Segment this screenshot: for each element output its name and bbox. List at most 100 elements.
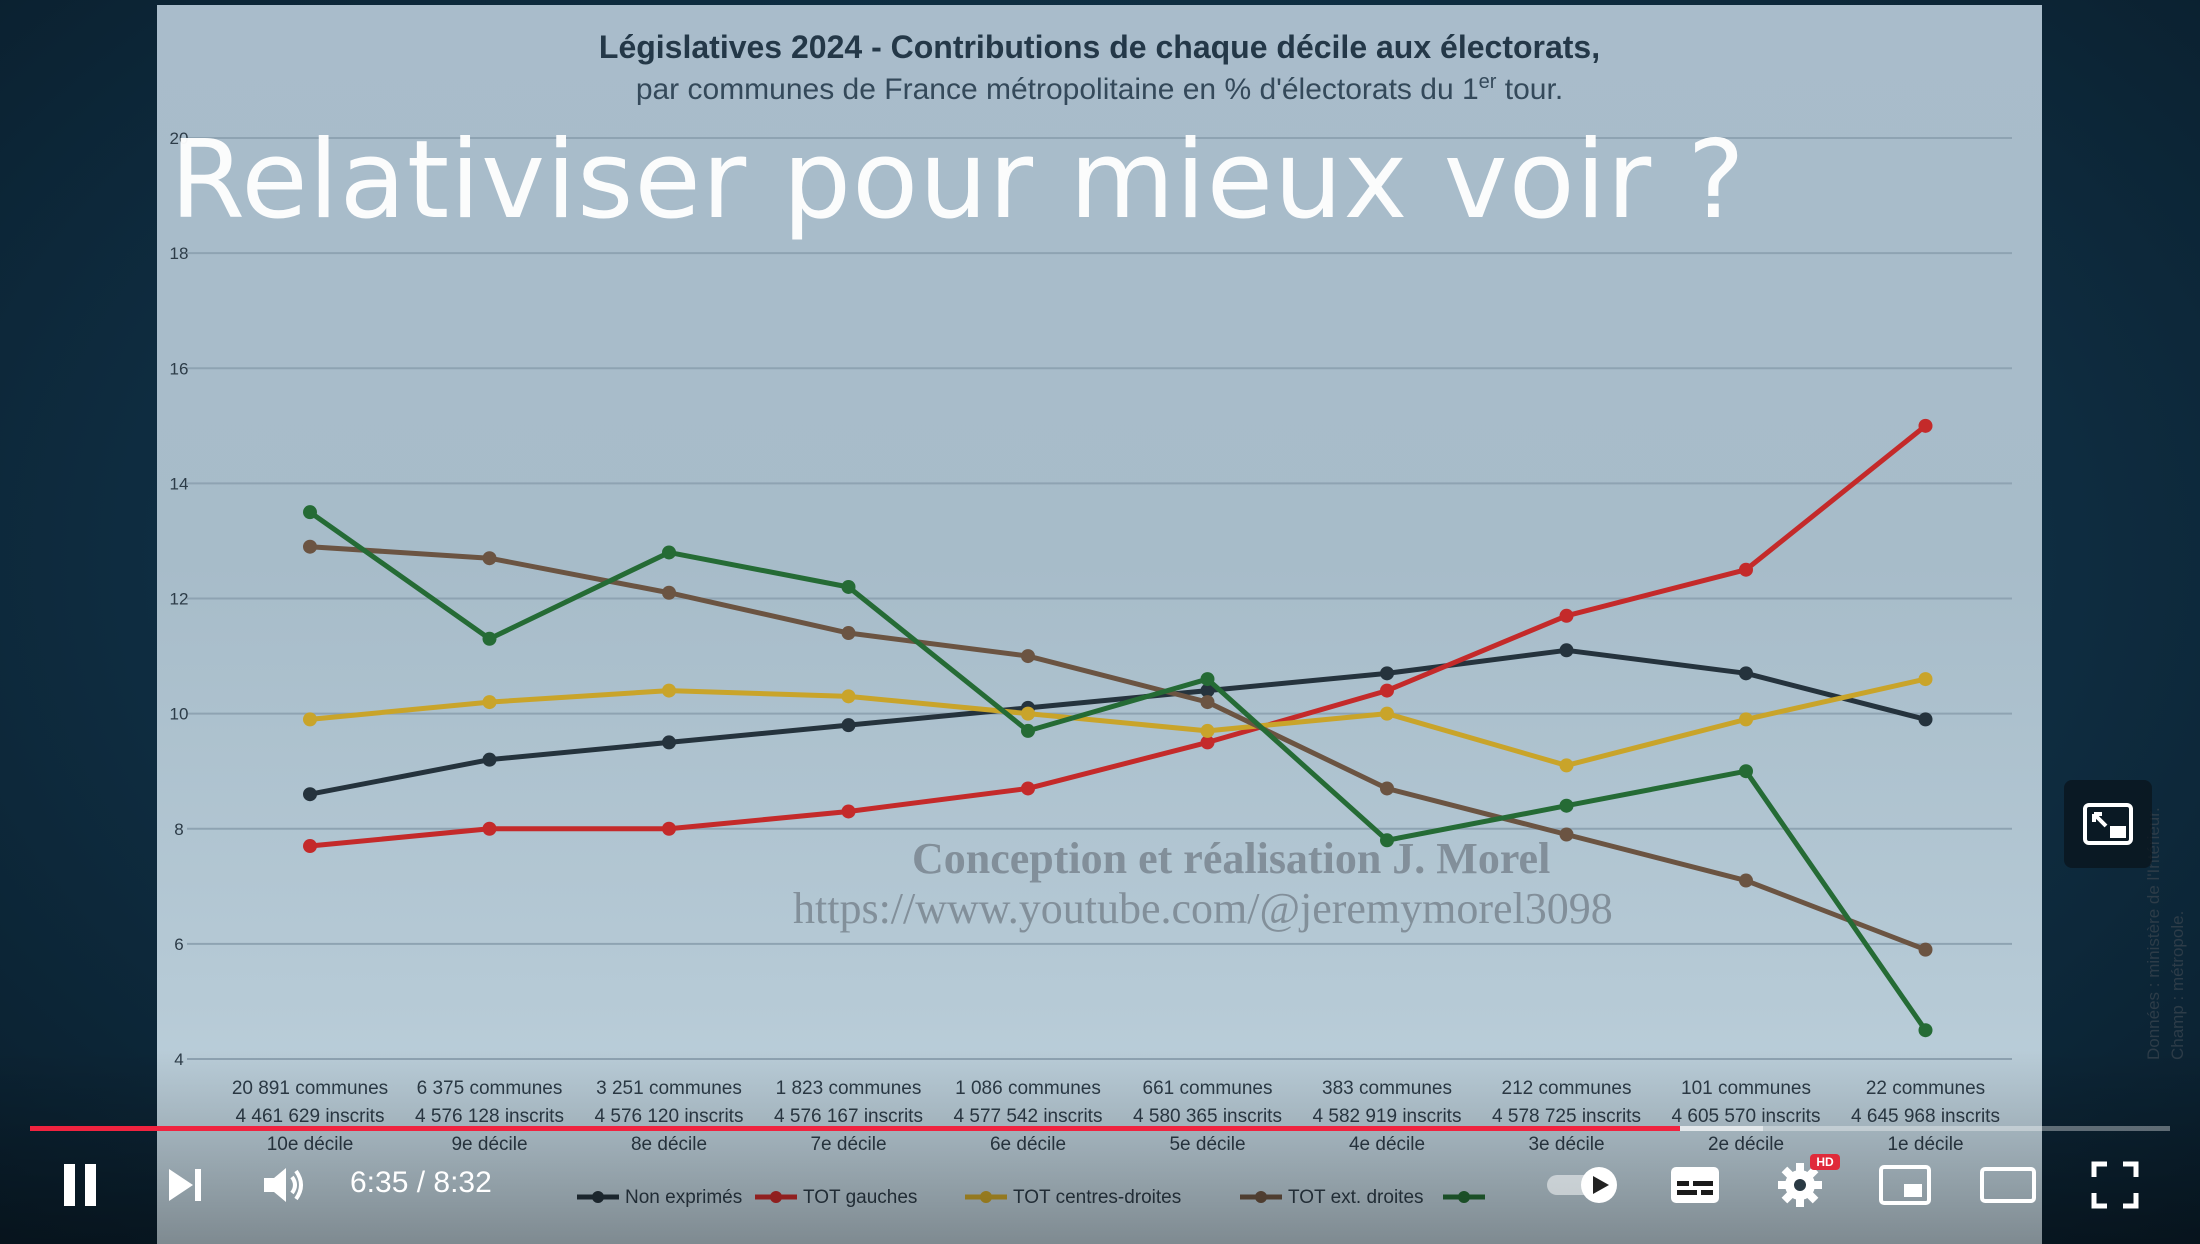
x-tick-label: 8e décile bbox=[631, 1134, 707, 1155]
time-display: 6:35 / 8:32 bbox=[350, 1166, 492, 1199]
x-tick-label: 4 576 167 inscrits bbox=[774, 1106, 923, 1127]
data-point bbox=[303, 787, 317, 802]
pause-icon bbox=[64, 1164, 96, 1206]
chart-series bbox=[303, 418, 1933, 1038]
x-tick-label: 4 576 120 inscrits bbox=[595, 1106, 744, 1127]
volume-icon bbox=[264, 1168, 303, 1202]
y-tick-label: 8 bbox=[174, 820, 183, 839]
legend-marker bbox=[980, 1191, 992, 1203]
legend-label: TOT centres-droites bbox=[1013, 1187, 1181, 1208]
series-0 bbox=[303, 643, 1933, 802]
hd-badge: HD bbox=[1810, 1154, 1840, 1170]
next-button[interactable] bbox=[155, 1150, 215, 1220]
data-point bbox=[1918, 672, 1933, 687]
chart-legend: Non exprimés TOT gauches TOT centres-droit… bbox=[577, 1187, 1485, 1208]
chart-subtitle-text: par communes de France métropolitaine en… bbox=[635, 71, 1564, 106]
series-1 bbox=[303, 418, 1933, 854]
subtitles-button[interactable] bbox=[1660, 1150, 1730, 1220]
x-tick-label: 6 375 communes bbox=[417, 1078, 563, 1099]
progress-played bbox=[30, 1126, 1680, 1131]
volume-button[interactable] bbox=[255, 1150, 315, 1220]
data-point bbox=[662, 585, 676, 600]
y-tick-label: 4 bbox=[174, 1050, 183, 1069]
data-point bbox=[841, 804, 856, 819]
settings-button[interactable] bbox=[1765, 1150, 1835, 1220]
legend-item: TOT centres-droites bbox=[965, 1187, 1181, 1208]
credit-author: Conception et réalisation J. Morel bbox=[912, 834, 1551, 883]
data-point bbox=[482, 821, 497, 836]
data-point bbox=[1559, 758, 1574, 773]
data-point bbox=[662, 735, 676, 750]
data-point bbox=[1200, 735, 1215, 750]
data-point bbox=[1739, 562, 1753, 577]
x-tick-label: 9e décile bbox=[451, 1134, 527, 1155]
data-point bbox=[1739, 712, 1753, 727]
data-point bbox=[303, 839, 317, 854]
chart-title: Législatives 2024 - Contributions de cha… bbox=[598, 29, 1601, 65]
legend-label: Non exprimés bbox=[625, 1187, 742, 1208]
pip-expand-button[interactable] bbox=[2064, 780, 2152, 868]
x-tick-label: 1e décile bbox=[1887, 1134, 1963, 1155]
fullscreen-button[interactable] bbox=[2080, 1150, 2150, 1220]
y-tick-label: 20 bbox=[170, 129, 189, 148]
fullscreen-icon bbox=[2091, 1161, 2139, 1209]
data-point bbox=[1918, 712, 1933, 727]
data-point bbox=[482, 551, 497, 566]
x-tick-label: 1 823 communes bbox=[776, 1078, 922, 1099]
data-point bbox=[1739, 764, 1753, 779]
data-point bbox=[841, 718, 856, 733]
series-line bbox=[309, 676, 1927, 768]
source-line-2: Champ : métropole. bbox=[2168, 910, 2187, 1060]
data-point bbox=[1559, 798, 1574, 813]
line-chart: 4 6 8 10 12 14 16 18 20 20 891 communes 4 461 629… bbox=[170, 129, 2012, 1208]
data-point bbox=[1200, 695, 1215, 710]
gear-icon bbox=[1778, 1163, 1822, 1207]
legend-label: TOT ext. droites bbox=[1288, 1187, 1424, 1208]
data-point bbox=[841, 626, 856, 641]
data-point bbox=[841, 689, 856, 704]
data-point bbox=[303, 539, 317, 554]
x-tick-label: 212 communes bbox=[1502, 1078, 1632, 1099]
chart-subtitle: par communes de France métropolitaine en… bbox=[157, 71, 2042, 107]
x-tick-label: 4 461 629 inscrits bbox=[236, 1106, 385, 1127]
chart-y-ticks: 4 6 8 10 12 14 16 18 20 bbox=[170, 129, 189, 1069]
legend-marker bbox=[592, 1191, 604, 1203]
data-point bbox=[1200, 672, 1215, 687]
x-tick-label: 101 communes bbox=[1681, 1078, 1811, 1099]
data-point bbox=[1021, 706, 1035, 721]
theater-mode-button[interactable] bbox=[1972, 1150, 2044, 1220]
progress-bar[interactable] bbox=[30, 1126, 2170, 1131]
data-point bbox=[1021, 781, 1035, 796]
data-point bbox=[841, 579, 856, 594]
x-tick-label: 6e décile bbox=[990, 1134, 1066, 1155]
legend-item bbox=[1443, 1191, 1485, 1203]
data-point bbox=[482, 695, 497, 710]
series-line bbox=[309, 647, 1927, 797]
autoplay-toggle[interactable] bbox=[1538, 1150, 1628, 1220]
x-tick-label: 4 582 919 inscrits bbox=[1313, 1106, 1462, 1127]
x-tick-label: 3e décile bbox=[1528, 1134, 1604, 1155]
series-line bbox=[308, 510, 1928, 1032]
data-point bbox=[1559, 608, 1574, 623]
data-point bbox=[1380, 666, 1394, 681]
miniplayer-icon bbox=[1879, 1165, 1931, 1205]
x-tick-label: 4 576 128 inscrits bbox=[415, 1106, 564, 1127]
data-point bbox=[662, 821, 676, 836]
autoplay-toggle-icon bbox=[1547, 1167, 1617, 1203]
data-point bbox=[1200, 723, 1215, 738]
x-tick-label: 661 communes bbox=[1143, 1078, 1273, 1099]
video-overlay-title: Relativiser pour mieux voir ? bbox=[170, 118, 1746, 243]
video-frame-slide: 4 6 8 10 12 14 16 18 20 20 891 communes 4 461 629… bbox=[157, 5, 2187, 1244]
x-tick-label: 4 577 542 inscrits bbox=[954, 1106, 1103, 1127]
pause-button[interactable] bbox=[50, 1150, 110, 1220]
y-tick-label: 12 bbox=[170, 590, 189, 609]
x-tick-label: 20 891 communes bbox=[232, 1078, 388, 1099]
x-tick-label: 4 580 365 inscrits bbox=[1133, 1106, 1282, 1127]
credit-url: https://www.youtube.com/@jeremymorel3098 bbox=[793, 884, 1613, 933]
miniplayer-button[interactable] bbox=[1870, 1150, 1940, 1220]
data-point bbox=[303, 712, 317, 727]
theater-mode-icon bbox=[1980, 1167, 2036, 1203]
data-point bbox=[662, 683, 676, 698]
legend-marker bbox=[1255, 1191, 1267, 1203]
